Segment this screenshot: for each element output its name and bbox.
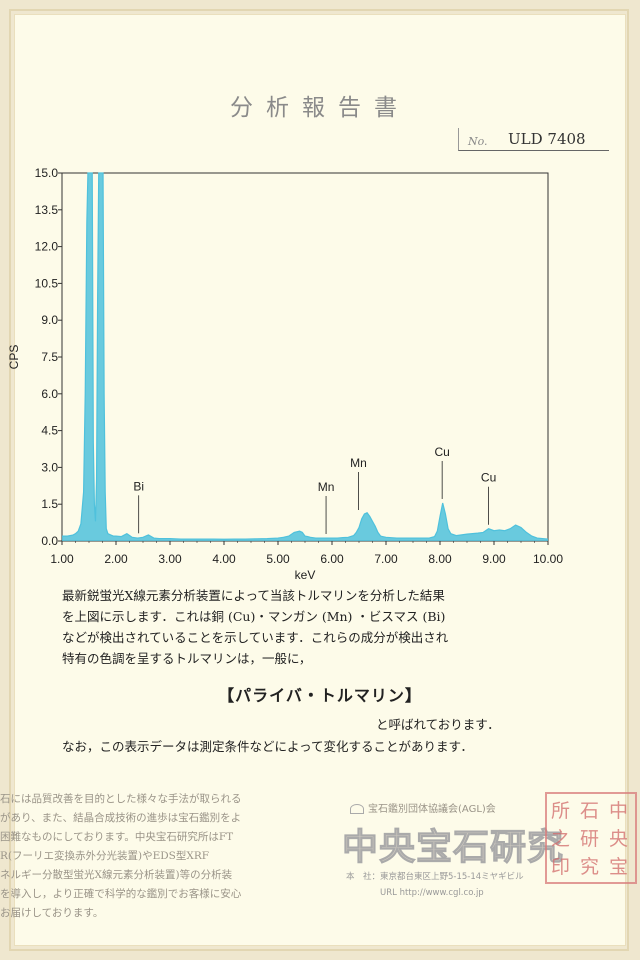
analysis-description: 最新鋭蛍光X線元素分析装置によって当該トルマリンを分析した結果 を上図に示します… [62,585,562,669]
y-tick-label: 10.5 [35,276,59,290]
body-line-2: を上図に示します．これは銅 (Cu)・マンガン (Mn) ・ビスマス (Bi) [62,609,446,624]
x-tick-label: 2.00 [104,552,128,566]
association-line: 宝石鑑別団体協議会(AGL)会 [350,800,496,815]
footer-line: 困難なものにしております。中央宝石研究所はFT [0,831,234,843]
report-number-box [458,128,609,151]
y-tick-label: 12.0 [35,240,59,254]
body-line-3: などが検出されていることを示しています．これらの成分が検出され [62,630,449,645]
x-tick-label: 6.00 [320,552,344,566]
y-tick-label: 4.5 [41,424,58,438]
x-tick-label: 10.00 [533,552,563,566]
x-tick-label: 8.00 [428,552,452,566]
footer-line: R(フーリエ変換赤外分光装置)やEDS型XRF [0,850,210,862]
plot-area [61,172,549,542]
peak-label: Cu [481,471,496,485]
y-tick-label: 3.0 [41,460,58,474]
diamond-icon [350,804,364,814]
footer-line: を導入し，より正確で科学的な鑑別でお客様に安心 [0,888,242,900]
footer-line: お届けしております。 [0,907,104,919]
x-tick-label: 5.00 [266,552,290,566]
x-tick-label: 9.00 [482,552,506,566]
y-tick-label: 15.0 [35,166,59,180]
seal-char: 所 [551,800,571,822]
company-logo: 中央宝石研究 [341,827,565,869]
peak-label: Bi [133,479,144,493]
seal-char: 石 [580,800,600,822]
company-url: URL http://www.cgl.co.jp [380,888,484,898]
seal-char: 印 [551,856,571,878]
xrf-spectrum-chart: 0.0 1.5 3.0 4.5 6.0 7.5 9.0 10.5 12.0 13.5 15.0 1.0… [7,166,563,582]
body-line-6: なお，この表示データは測定条件などによって変化することがあります． [62,739,474,754]
y-axis-label: CPS [7,345,21,370]
footer-line: があり、また、結晶合成技術の進歩は宝石鑑別をよ [0,812,242,824]
x-axis-label: keV [295,568,316,582]
seal-char: 研 [580,828,600,850]
official-seal: 中 央 宝 石 研 究 所 之 印 [545,792,637,884]
document-title: 分析報告書 [230,95,410,121]
report-number-value: ULD 7408 [508,130,586,148]
x-tick-label: 3.00 [158,552,182,566]
seal-char: 中 [609,800,629,822]
y-tick-label: 6.0 [41,387,58,401]
peak-label: Mn [318,480,335,494]
seal-char: 究 [580,856,600,878]
result-headline: 【パライバ・トルマリン】 [218,686,422,705]
footer-notice: 石には品質改善を目的とした様々な手法が取られる があり、また、結晶合成技術の進歩… [0,790,300,923]
report-number-label: No. [468,135,488,148]
y-tick-label: 7.5 [41,350,58,364]
y-tick-label: 13.5 [35,203,59,217]
peak-label: Mn [350,456,367,470]
y-tick-label: 0.0 [41,534,58,548]
y-tick-label: 9.0 [41,313,58,327]
association-text: 宝石鑑別団体協議会(AGL)会 [368,804,496,815]
footer-line: 石には品質改善を目的とした様々な手法が取られる [0,793,242,805]
peak-label: Cu [434,445,449,459]
company-address: 本 社：東京都台東区上野5-15-14ミヤギビル [346,872,524,882]
body-line-4: 特有の色調を呈するトルマリンは，一般に， [62,651,312,666]
body-line-1: 最新鋭蛍光X線元素分析装置によって当該トルマリンを分析した結果 [62,588,445,603]
outer-frame [9,9,629,951]
spectrum-line [62,172,549,540]
x-tick-label: 1.00 [50,552,74,566]
seal-char: 央 [609,828,629,850]
x-tick-label: 4.00 [212,552,236,566]
seal-char: 之 [551,828,571,850]
body-line-5: と呼ばれております． [376,717,500,732]
y-tick-label: 1.5 [41,497,58,511]
x-tick-label: 7.00 [374,552,398,566]
seal-char: 宝 [609,856,629,878]
footer-line: ネルギー分散型蛍光X線元素分析装置)等の分析装 [0,869,233,881]
